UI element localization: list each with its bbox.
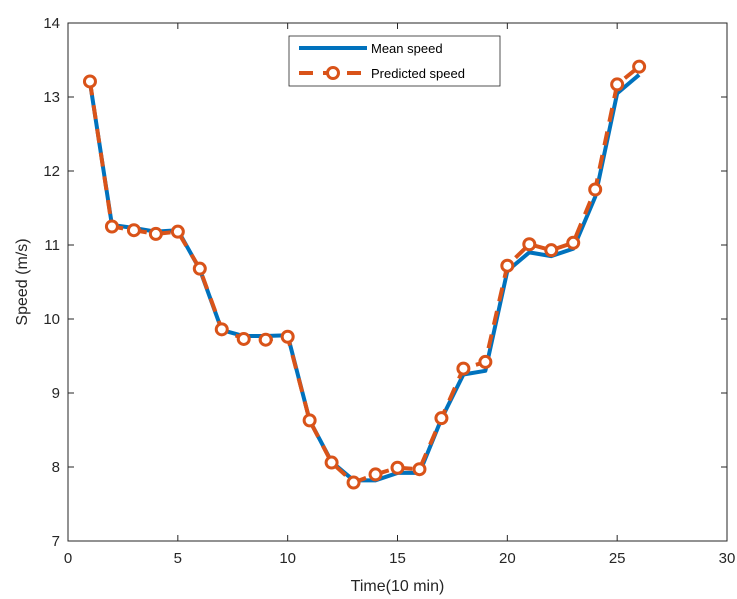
legend: Mean speed Predicted speed (288, 35, 501, 87)
data-point-predicted-speed (324, 455, 339, 470)
x-tick-label: 30 (719, 550, 736, 567)
data-point-predicted-speed (170, 224, 185, 239)
x-tick-label: 20 (499, 550, 516, 567)
data-point-predicted-speed (544, 243, 559, 258)
data-point-predicted-speed (214, 322, 229, 337)
data-point-predicted-speed (368, 467, 383, 482)
data-point-predicted-speed (632, 59, 647, 74)
data-point-predicted-speed (192, 261, 207, 276)
data-point-predicted-speed (258, 332, 273, 347)
y-tick-label: 9 (52, 385, 60, 402)
data-point-predicted-speed (390, 460, 405, 475)
series-line-predicted-speed (87, 65, 641, 485)
data-point-predicted-speed (610, 77, 625, 92)
y-tick-label: 14 (43, 15, 60, 32)
data-point-predicted-speed (126, 223, 141, 238)
legend-label-mean-speed: Mean speed (371, 41, 443, 56)
legend-marker-predicted-speed (326, 66, 340, 80)
y-tick-label: 8 (52, 459, 60, 476)
data-point-predicted-speed (346, 475, 361, 490)
data-point-predicted-speed (522, 237, 537, 252)
y-tick-label: 11 (44, 237, 60, 254)
data-point-predicted-speed (456, 361, 471, 376)
axes-layer: 0 5 10 15 20 25 30 7 8 9 10 11 12 13 14 (43, 15, 735, 567)
data-point-predicted-speed (434, 411, 449, 426)
data-point-predicted-speed (566, 235, 581, 250)
data-point-predicted-speed (302, 413, 317, 428)
data-point-predicted-speed (412, 462, 427, 477)
data-point-predicted-speed (588, 182, 603, 197)
data-point-predicted-speed (280, 329, 295, 344)
y-axis-label: Speed (m/s) (14, 238, 31, 325)
y-tick-label: 12 (43, 163, 60, 180)
y-tick-label: 7 (52, 533, 60, 550)
data-point-predicted-speed (82, 74, 97, 89)
legend-box (288, 35, 501, 87)
x-tick-label: 10 (279, 550, 296, 567)
y-tick-label: 13 (43, 89, 60, 106)
data-point-predicted-speed (500, 258, 515, 273)
plot-area (68, 23, 727, 541)
y-tick-label: 10 (43, 311, 60, 328)
x-tick-label: 15 (389, 550, 406, 567)
x-axis-label: Time(10 min) (351, 578, 445, 595)
x-tick-label: 0 (64, 550, 72, 567)
series-layer (82, 59, 647, 490)
data-point-predicted-speed (236, 331, 251, 346)
x-tick-label: 25 (609, 550, 626, 567)
legend-label-predicted-speed: Predicted speed (371, 66, 465, 81)
data-point-predicted-speed (104, 219, 119, 234)
x-tick-label: 5 (174, 550, 182, 567)
data-point-predicted-speed (148, 226, 163, 241)
data-point-predicted-speed (478, 354, 493, 369)
